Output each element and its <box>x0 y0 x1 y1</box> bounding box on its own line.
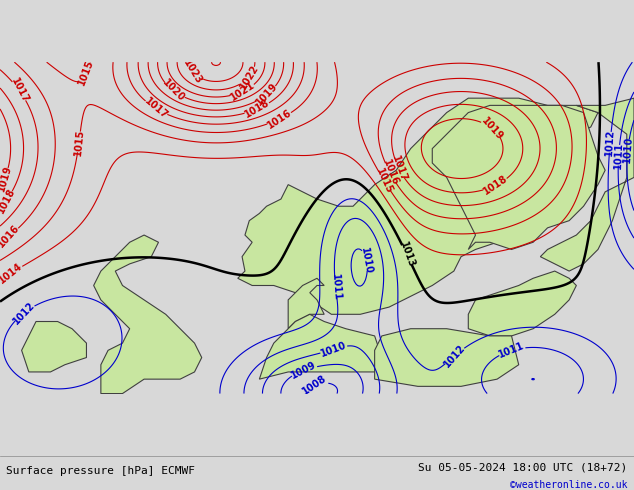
Text: 1010: 1010 <box>320 340 348 359</box>
Text: 1017: 1017 <box>142 96 169 121</box>
Text: Surface pressure [hPa] ECMWF: Surface pressure [hPa] ECMWF <box>6 466 195 476</box>
Text: 1009: 1009 <box>290 360 318 381</box>
Text: 1011: 1011 <box>330 273 342 301</box>
Polygon shape <box>22 321 86 372</box>
Text: 1022: 1022 <box>238 62 261 91</box>
Text: 1015: 1015 <box>73 128 86 156</box>
Text: 1017: 1017 <box>9 76 30 105</box>
Polygon shape <box>540 98 634 271</box>
Text: 1019: 1019 <box>479 115 505 142</box>
Text: 1017: 1017 <box>389 154 408 183</box>
Polygon shape <box>238 98 598 314</box>
Text: 1013: 1013 <box>398 241 417 270</box>
Polygon shape <box>259 314 389 379</box>
Polygon shape <box>375 329 519 386</box>
Text: ©weatheronline.co.uk: ©weatheronline.co.uk <box>510 480 628 490</box>
Text: 1019: 1019 <box>254 81 280 108</box>
Text: 1018: 1018 <box>243 98 271 120</box>
Text: 1018: 1018 <box>482 173 510 197</box>
Polygon shape <box>288 278 324 329</box>
Text: 1015: 1015 <box>375 167 394 196</box>
Text: 1016: 1016 <box>266 107 294 130</box>
Polygon shape <box>94 235 202 393</box>
Text: 1020: 1020 <box>160 78 187 104</box>
Text: 1010: 1010 <box>622 136 634 164</box>
Polygon shape <box>469 271 576 336</box>
Text: 1016: 1016 <box>380 159 399 187</box>
Text: 1008: 1008 <box>301 373 328 397</box>
Text: 1016: 1016 <box>0 223 22 249</box>
Text: 1015: 1015 <box>76 58 95 87</box>
Text: 1012: 1012 <box>442 343 467 369</box>
Text: 1023: 1023 <box>181 58 204 86</box>
Text: 1010: 1010 <box>359 246 373 275</box>
Polygon shape <box>432 105 605 249</box>
Text: Su 05-05-2024 18:00 UTC (18+72): Su 05-05-2024 18:00 UTC (18+72) <box>418 463 628 473</box>
Text: 1019: 1019 <box>0 164 13 193</box>
Text: 1011: 1011 <box>497 341 526 360</box>
Text: 1012: 1012 <box>604 128 616 156</box>
Text: 1021: 1021 <box>229 80 257 103</box>
Text: 1012: 1012 <box>11 300 37 326</box>
Text: 1011: 1011 <box>613 142 624 169</box>
Text: 1014: 1014 <box>0 261 25 285</box>
Text: 1018: 1018 <box>0 186 17 215</box>
